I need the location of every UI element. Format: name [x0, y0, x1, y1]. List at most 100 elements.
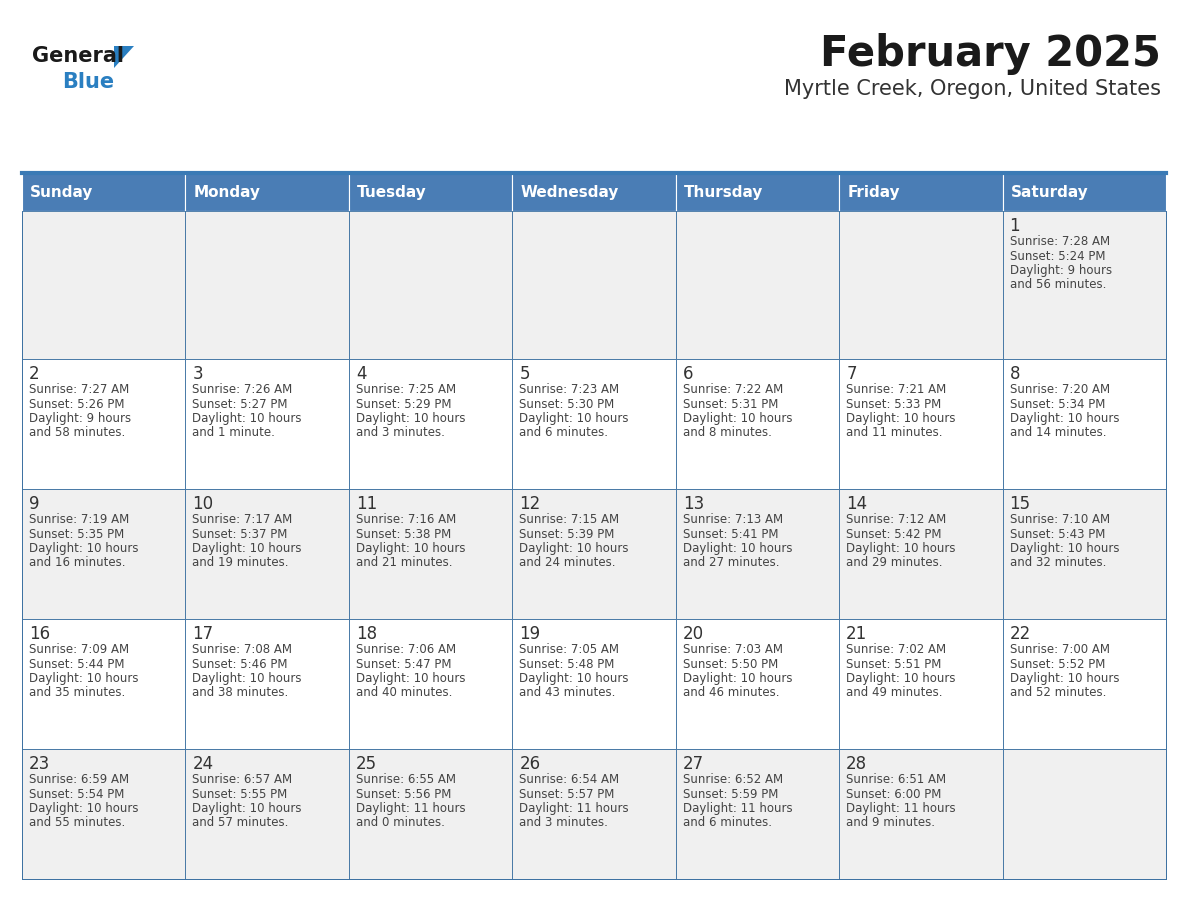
Bar [676, 619, 839, 749]
Text: Sunrise: 7:09 AM: Sunrise: 7:09 AM [29, 643, 129, 656]
Bar [839, 359, 1003, 489]
Text: Friday: Friday [847, 185, 899, 199]
Bar [185, 211, 349, 359]
Text: Sunrise: 6:59 AM: Sunrise: 6:59 AM [29, 773, 129, 786]
Text: Tuesday: Tuesday [356, 185, 426, 199]
Polygon shape [114, 46, 134, 68]
Text: and 58 minutes.: and 58 minutes. [29, 427, 125, 440]
Text: 17: 17 [192, 625, 214, 643]
Text: 22: 22 [1010, 625, 1031, 643]
Text: and 24 minutes.: and 24 minutes. [519, 556, 615, 569]
Text: Sunrise: 7:13 AM: Sunrise: 7:13 AM [683, 513, 783, 526]
Text: 21: 21 [846, 625, 867, 643]
Text: and 6 minutes.: and 6 minutes. [683, 816, 772, 830]
Text: Sunset: 5:41 PM: Sunset: 5:41 PM [683, 528, 778, 541]
Text: Sunset: 5:47 PM: Sunset: 5:47 PM [356, 657, 451, 670]
Text: Sunset: 5:37 PM: Sunset: 5:37 PM [192, 528, 287, 541]
Text: Sunrise: 6:51 AM: Sunrise: 6:51 AM [846, 773, 947, 786]
Text: Sunrise: 7:12 AM: Sunrise: 7:12 AM [846, 513, 947, 526]
Text: Daylight: 10 hours: Daylight: 10 hours [29, 672, 139, 685]
Text: 19: 19 [519, 625, 541, 643]
Text: 12: 12 [519, 495, 541, 513]
Text: Daylight: 10 hours: Daylight: 10 hours [192, 802, 302, 815]
Bar [23, 359, 185, 489]
Bar [23, 489, 185, 619]
Text: Sunrise: 7:06 AM: Sunrise: 7:06 AM [356, 643, 456, 656]
Bar [23, 749, 185, 879]
Text: and 27 minutes.: and 27 minutes. [683, 556, 779, 569]
Text: Sunrise: 7:16 AM: Sunrise: 7:16 AM [356, 513, 456, 526]
Text: Sunrise: 7:26 AM: Sunrise: 7:26 AM [192, 383, 292, 396]
Bar [512, 489, 676, 619]
Text: and 3 minutes.: and 3 minutes. [519, 816, 608, 830]
Text: Sunrise: 6:52 AM: Sunrise: 6:52 AM [683, 773, 783, 786]
Text: and 21 minutes.: and 21 minutes. [356, 556, 453, 569]
Text: Sunday: Sunday [30, 185, 94, 199]
Text: Sunrise: 7:17 AM: Sunrise: 7:17 AM [192, 513, 292, 526]
Bar [185, 619, 349, 749]
Text: Sunrise: 6:57 AM: Sunrise: 6:57 AM [192, 773, 292, 786]
Text: and 9 minutes.: and 9 minutes. [846, 816, 935, 830]
Text: 8: 8 [1010, 365, 1020, 383]
Text: and 8 minutes.: and 8 minutes. [683, 427, 771, 440]
Text: Daylight: 10 hours: Daylight: 10 hours [29, 802, 139, 815]
Text: Sunset: 5:44 PM: Sunset: 5:44 PM [29, 657, 125, 670]
Text: and 19 minutes.: and 19 minutes. [192, 556, 289, 569]
Bar [839, 173, 1003, 211]
Text: and 38 minutes.: and 38 minutes. [192, 687, 289, 700]
Text: Daylight: 10 hours: Daylight: 10 hours [519, 542, 628, 555]
Text: Daylight: 10 hours: Daylight: 10 hours [1010, 412, 1119, 425]
Text: 24: 24 [192, 755, 214, 773]
Bar [1003, 173, 1165, 211]
Text: and 3 minutes.: and 3 minutes. [356, 427, 444, 440]
Text: Sunset: 5:55 PM: Sunset: 5:55 PM [192, 788, 287, 800]
Text: Sunset: 5:42 PM: Sunset: 5:42 PM [846, 528, 942, 541]
Text: Sunset: 5:56 PM: Sunset: 5:56 PM [356, 788, 451, 800]
Bar [512, 359, 676, 489]
Bar [185, 359, 349, 489]
Text: 25: 25 [356, 755, 377, 773]
Text: Myrtle Creek, Oregon, United States: Myrtle Creek, Oregon, United States [784, 79, 1161, 99]
Text: and 57 minutes.: and 57 minutes. [192, 816, 289, 830]
Text: Sunset: 5:57 PM: Sunset: 5:57 PM [519, 788, 614, 800]
Text: and 0 minutes.: and 0 minutes. [356, 816, 444, 830]
Text: Daylight: 10 hours: Daylight: 10 hours [192, 672, 302, 685]
Text: Daylight: 10 hours: Daylight: 10 hours [846, 412, 955, 425]
Bar [1003, 619, 1165, 749]
Text: 5: 5 [519, 365, 530, 383]
Text: Daylight: 10 hours: Daylight: 10 hours [29, 542, 139, 555]
Text: and 52 minutes.: and 52 minutes. [1010, 687, 1106, 700]
Text: 2: 2 [29, 365, 39, 383]
Text: Daylight: 10 hours: Daylight: 10 hours [846, 672, 955, 685]
Text: Sunrise: 7:03 AM: Sunrise: 7:03 AM [683, 643, 783, 656]
Text: Wednesday: Wednesday [520, 185, 619, 199]
Text: Sunset: 5:35 PM: Sunset: 5:35 PM [29, 528, 125, 541]
Text: and 29 minutes.: and 29 minutes. [846, 556, 942, 569]
Text: 26: 26 [519, 755, 541, 773]
Text: and 14 minutes.: and 14 minutes. [1010, 427, 1106, 440]
Text: Daylight: 10 hours: Daylight: 10 hours [192, 412, 302, 425]
Bar [839, 211, 1003, 359]
Text: Sunrise: 6:54 AM: Sunrise: 6:54 AM [519, 773, 619, 786]
Text: Sunrise: 7:02 AM: Sunrise: 7:02 AM [846, 643, 947, 656]
Text: Sunrise: 7:22 AM: Sunrise: 7:22 AM [683, 383, 783, 396]
Text: and 46 minutes.: and 46 minutes. [683, 687, 779, 700]
Text: Sunset: 5:34 PM: Sunset: 5:34 PM [1010, 397, 1105, 410]
Text: Daylight: 10 hours: Daylight: 10 hours [356, 412, 466, 425]
Bar [23, 211, 185, 359]
Bar [23, 619, 185, 749]
Bar [512, 173, 676, 211]
Text: Daylight: 11 hours: Daylight: 11 hours [519, 802, 628, 815]
Bar [676, 749, 839, 879]
Text: 20: 20 [683, 625, 703, 643]
Text: Sunrise: 7:27 AM: Sunrise: 7:27 AM [29, 383, 129, 396]
Text: Sunset: 5:46 PM: Sunset: 5:46 PM [192, 657, 287, 670]
Text: 10: 10 [192, 495, 214, 513]
Text: and 40 minutes.: and 40 minutes. [356, 687, 453, 700]
Bar [349, 619, 512, 749]
Text: Sunrise: 7:25 AM: Sunrise: 7:25 AM [356, 383, 456, 396]
Text: Sunrise: 7:10 AM: Sunrise: 7:10 AM [1010, 513, 1110, 526]
Text: 18: 18 [356, 625, 377, 643]
Text: 16: 16 [29, 625, 50, 643]
Text: Sunset: 5:50 PM: Sunset: 5:50 PM [683, 657, 778, 670]
